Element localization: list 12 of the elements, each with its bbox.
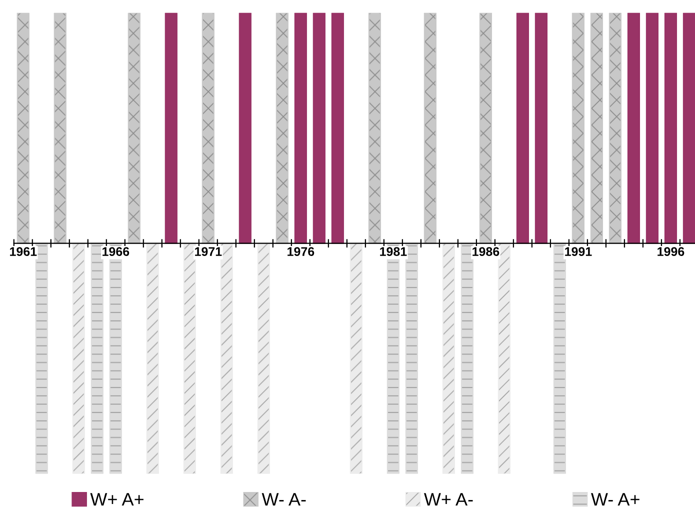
x-tick-label: 1971	[195, 247, 222, 256]
x-tick-label: 1976	[288, 247, 314, 256]
x-tick-label: 1986	[472, 247, 500, 256]
x-tick-label: 1981	[380, 247, 407, 256]
legend-label: W+ A+	[90, 493, 144, 506]
legend-label: W- A-	[262, 493, 306, 506]
x-tick-label: 1966	[102, 247, 130, 256]
legend-label: W- A+	[591, 493, 640, 506]
legend-label: W+ A-	[424, 493, 473, 506]
x-tick-label: 1996	[658, 247, 684, 256]
x-tick-label: 1991	[565, 247, 592, 256]
x-tick-label: 1961	[10, 247, 37, 256]
